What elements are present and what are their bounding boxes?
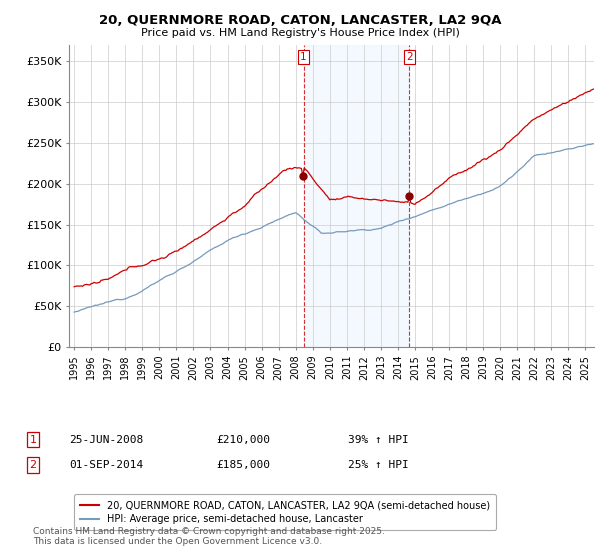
Text: 25% ↑ HPI: 25% ↑ HPI	[348, 460, 409, 470]
Text: £210,000: £210,000	[216, 435, 270, 445]
Text: Contains HM Land Registry data © Crown copyright and database right 2025.
This d: Contains HM Land Registry data © Crown c…	[33, 526, 385, 546]
Text: 39% ↑ HPI: 39% ↑ HPI	[348, 435, 409, 445]
Text: 01-SEP-2014: 01-SEP-2014	[69, 460, 143, 470]
Text: 20, QUERNMORE ROAD, CATON, LANCASTER, LA2 9QA: 20, QUERNMORE ROAD, CATON, LANCASTER, LA…	[99, 14, 501, 27]
Legend: 20, QUERNMORE ROAD, CATON, LANCASTER, LA2 9QA (semi-detached house), HPI: Averag: 20, QUERNMORE ROAD, CATON, LANCASTER, LA…	[74, 494, 496, 530]
Text: £185,000: £185,000	[216, 460, 270, 470]
Text: 2: 2	[406, 52, 413, 62]
Bar	[304, 45, 409, 347]
Text: 1: 1	[29, 435, 37, 445]
Text: 1: 1	[300, 52, 307, 62]
Text: 25-JUN-2008: 25-JUN-2008	[69, 435, 143, 445]
Text: 2: 2	[29, 460, 37, 470]
Text: Price paid vs. HM Land Registry's House Price Index (HPI): Price paid vs. HM Land Registry's House …	[140, 28, 460, 38]
